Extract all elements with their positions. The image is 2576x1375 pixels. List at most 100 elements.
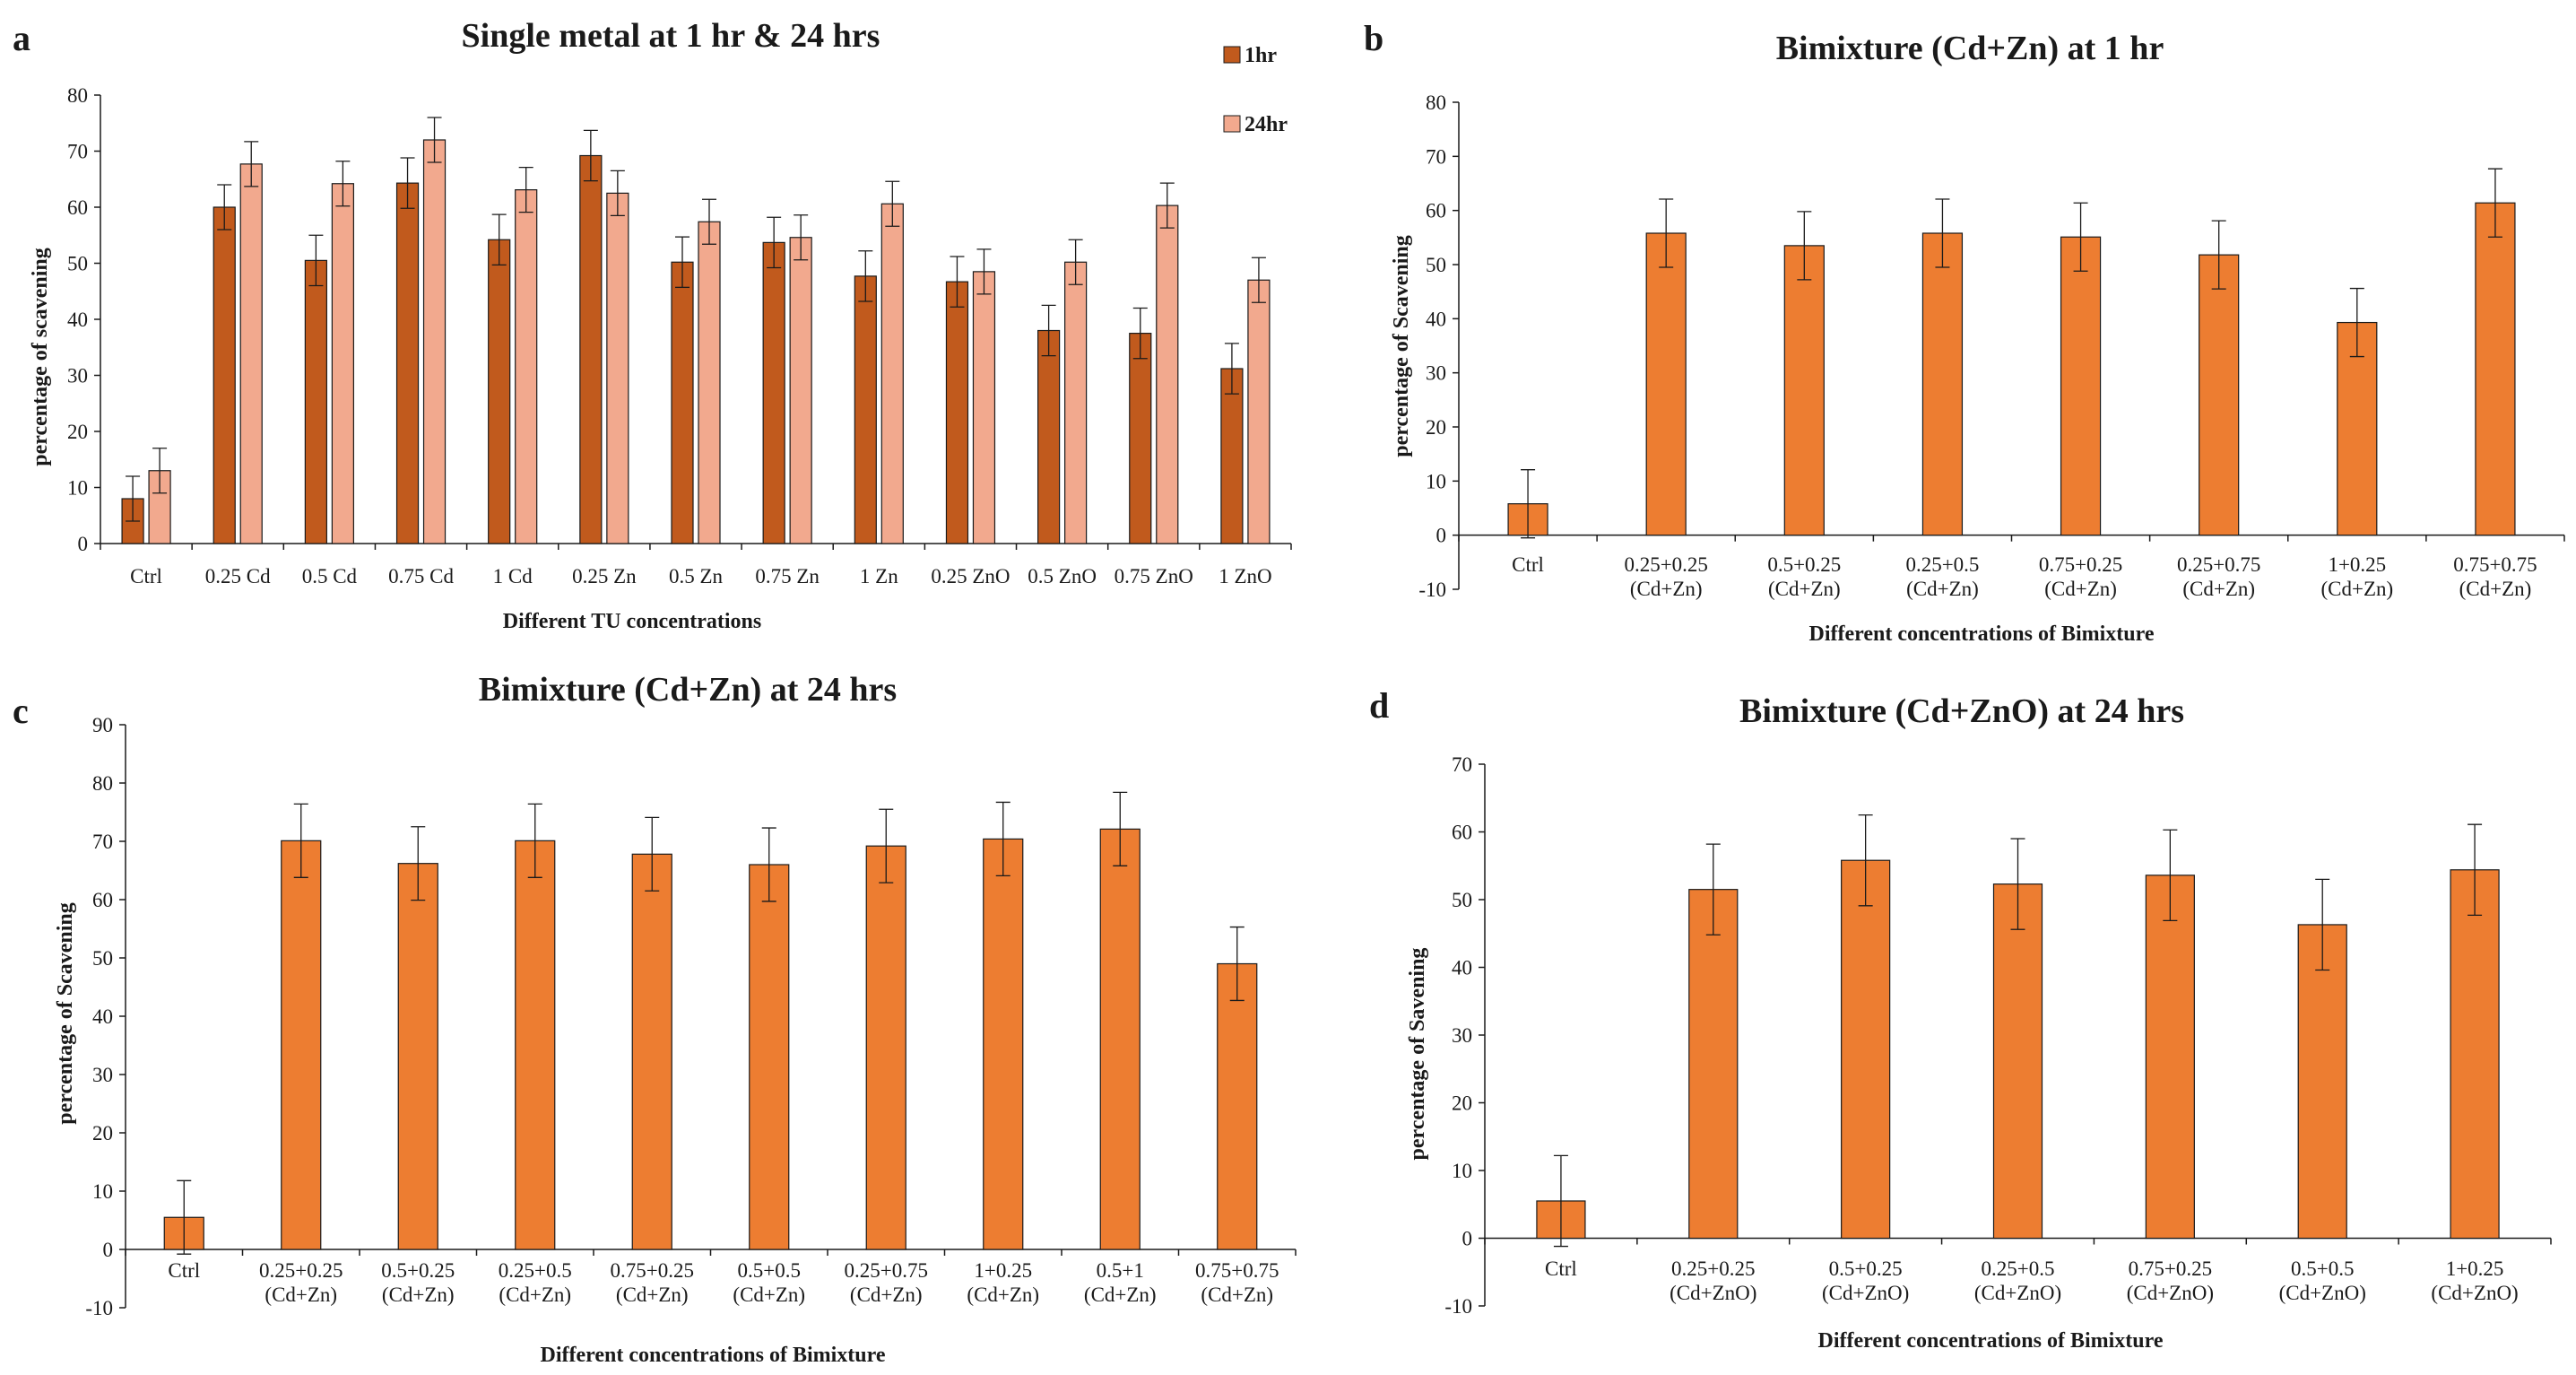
bar <box>2145 875 2195 1240</box>
x-tick-label-line: 1 Cd <box>493 565 533 587</box>
bar <box>945 281 969 544</box>
x-axis-title: Different concentrations of Bimixture <box>1817 1329 2163 1353</box>
x-tick-label-line: (Cd+Zn) <box>2320 578 2393 600</box>
legend: 1hr 24hr <box>1223 44 1288 136</box>
x-tick-label-line: 0.75+0.75 <box>2453 553 2537 576</box>
y-tick-label: 50 <box>1452 889 1472 911</box>
bar <box>239 163 263 544</box>
y-tick-label: 90 <box>92 714 113 736</box>
bar <box>2475 202 2516 536</box>
x-tick-label-line: 0.75 Cd <box>388 565 454 587</box>
x-tick-label: Ctrl <box>130 565 162 587</box>
x-tick-label: 0.25+0.75 (Cd+Zn) <box>2177 553 2260 600</box>
y-tick-label: 30 <box>67 365 88 387</box>
x-tick-label: 0.5+0.5 (Cd+ZnO) <box>2279 1258 2366 1304</box>
x-tick-label: 0.5+0.5 (Cd+Zn) <box>733 1259 805 1306</box>
x-tick-label-line: 1+0.25 <box>974 1259 1032 1282</box>
chart-title: Bimixture (Cd+ZnO) at 24 hrs <box>1739 692 2184 730</box>
x-tick-label: 0.5 Cd <box>302 565 358 587</box>
y-tick-label: 10 <box>1426 470 1446 492</box>
bar <box>1156 205 1179 544</box>
panel-a: a Single metal at 1 hr & 24 hrs percenta… <box>13 17 1292 633</box>
bar <box>1992 883 2043 1240</box>
bar <box>983 838 1024 1250</box>
y-tick-label: 60 <box>1452 822 1472 844</box>
x-tick-label: 0.75+0.25 (Cd+ZnO) <box>2127 1258 2214 1304</box>
y-tick-label: 80 <box>1426 91 1446 114</box>
x-tick-label-line: 0.25 Zn <box>572 565 637 587</box>
bar <box>1099 828 1141 1250</box>
panel-label: d <box>1369 685 1389 726</box>
y-tick-label: 20 <box>1426 416 1446 439</box>
bar <box>972 271 996 544</box>
y-axis-title: percentage of Scavening <box>54 902 77 1125</box>
x-tick-label-line: (Cd+ZnO) <box>2279 1282 2366 1304</box>
y-tick-label: 40 <box>1452 957 1472 979</box>
bar <box>579 154 603 544</box>
bar <box>395 182 420 544</box>
y-axis-title-wrap: percentage of Scavening <box>1390 235 1413 457</box>
bar <box>304 259 327 544</box>
y-tick-label: 40 <box>92 1005 113 1028</box>
y-tick-label: 80 <box>67 84 88 107</box>
x-tick-label-line: (Cd+Zn) <box>1906 578 1979 600</box>
x-tick-label-line: 0.5+0.5 <box>2291 1258 2354 1280</box>
y-tick-label: -10 <box>85 1297 113 1319</box>
x-tick-label-line: 0.5 ZnO <box>1028 565 1097 587</box>
bar <box>1841 859 1891 1240</box>
y-tick-label: 50 <box>92 947 113 970</box>
y-tick-label: 40 <box>1426 308 1446 330</box>
x-tick-label: 1 Cd <box>493 565 533 587</box>
x-tick-label: 0.5 Zn <box>669 565 724 587</box>
x-tick-label-line: 0.5+0.25 <box>1767 553 1841 576</box>
bar <box>2337 321 2378 536</box>
x-tick-label: 0.25+0.25 (Cd+Zn) <box>259 1259 343 1306</box>
x-tick-label: Ctrl <box>1545 1258 1577 1280</box>
bar <box>606 192 629 544</box>
x-tick-label-line: (Cd+ZnO) <box>2431 1282 2518 1304</box>
y-tick-label: 70 <box>1426 145 1446 168</box>
y-tick-label: 10 <box>92 1180 113 1203</box>
legend-swatch-24hr <box>1223 115 1241 133</box>
x-tick-label-line: Ctrl <box>130 565 162 587</box>
legend-label-24hr: 24hr <box>1245 113 1288 136</box>
y-tick-label: -10 <box>1418 579 1446 601</box>
bar <box>631 853 672 1250</box>
bar <box>880 203 904 544</box>
x-tick-label-line: 1 ZnO <box>1219 565 1271 587</box>
y-tick-label: 60 <box>1426 200 1446 222</box>
bar <box>212 206 236 544</box>
x-tick-label-line: (Cd+Zn) <box>2459 578 2532 600</box>
y-axis-title-wrap: percentage of Scavening <box>54 902 77 1125</box>
x-tick-label: 1+0.25 (Cd+ZnO) <box>2431 1258 2518 1304</box>
x-tick-label-line: 1+0.25 <box>2446 1258 2504 1280</box>
x-tick-label-line: 0.75 ZnO <box>1115 565 1193 587</box>
bar <box>488 239 511 544</box>
bar <box>2297 924 2347 1240</box>
bar <box>281 840 322 1250</box>
bar <box>1217 962 1258 1250</box>
x-tick-label: 0.5+0.25 (Cd+ZnO) <box>1822 1258 1909 1304</box>
chart-title: Single metal at 1 hr & 24 hrs <box>462 17 880 55</box>
x-tick-label-line: Ctrl <box>168 1259 200 1282</box>
x-tick-label: 0.5+0.25 (Cd+Zn) <box>381 1259 455 1306</box>
x-tick-label-line: 0.25+0.25 <box>259 1259 343 1282</box>
bar <box>2450 869 2500 1240</box>
y-tick-label: 0 <box>1436 525 1447 547</box>
y-tick-label: 70 <box>1452 753 1472 776</box>
x-axis-title: Different TU concentrations <box>503 610 761 633</box>
y-axis-title-wrap: percentage of Savening <box>1406 948 1429 1161</box>
y-axis-title-wrap: percentage of scavening <box>29 248 52 466</box>
y-tick-label: 20 <box>67 421 88 443</box>
x-tick-label: 1 Zn <box>860 565 898 587</box>
x-tick-label-line: 0.75+0.25 <box>2039 553 2122 576</box>
y-tick-label: -10 <box>1444 1295 1472 1318</box>
panel-label: a <box>13 18 30 58</box>
x-tick-label: 0.75 Cd <box>388 565 454 587</box>
x-tick-label-line: (Cd+Zn) <box>616 1284 689 1306</box>
x-tick-label-line: 0.5 Zn <box>669 565 724 587</box>
legend-swatch-1hr <box>1223 46 1241 64</box>
y-axis-title: percentage of scavening <box>29 248 52 466</box>
